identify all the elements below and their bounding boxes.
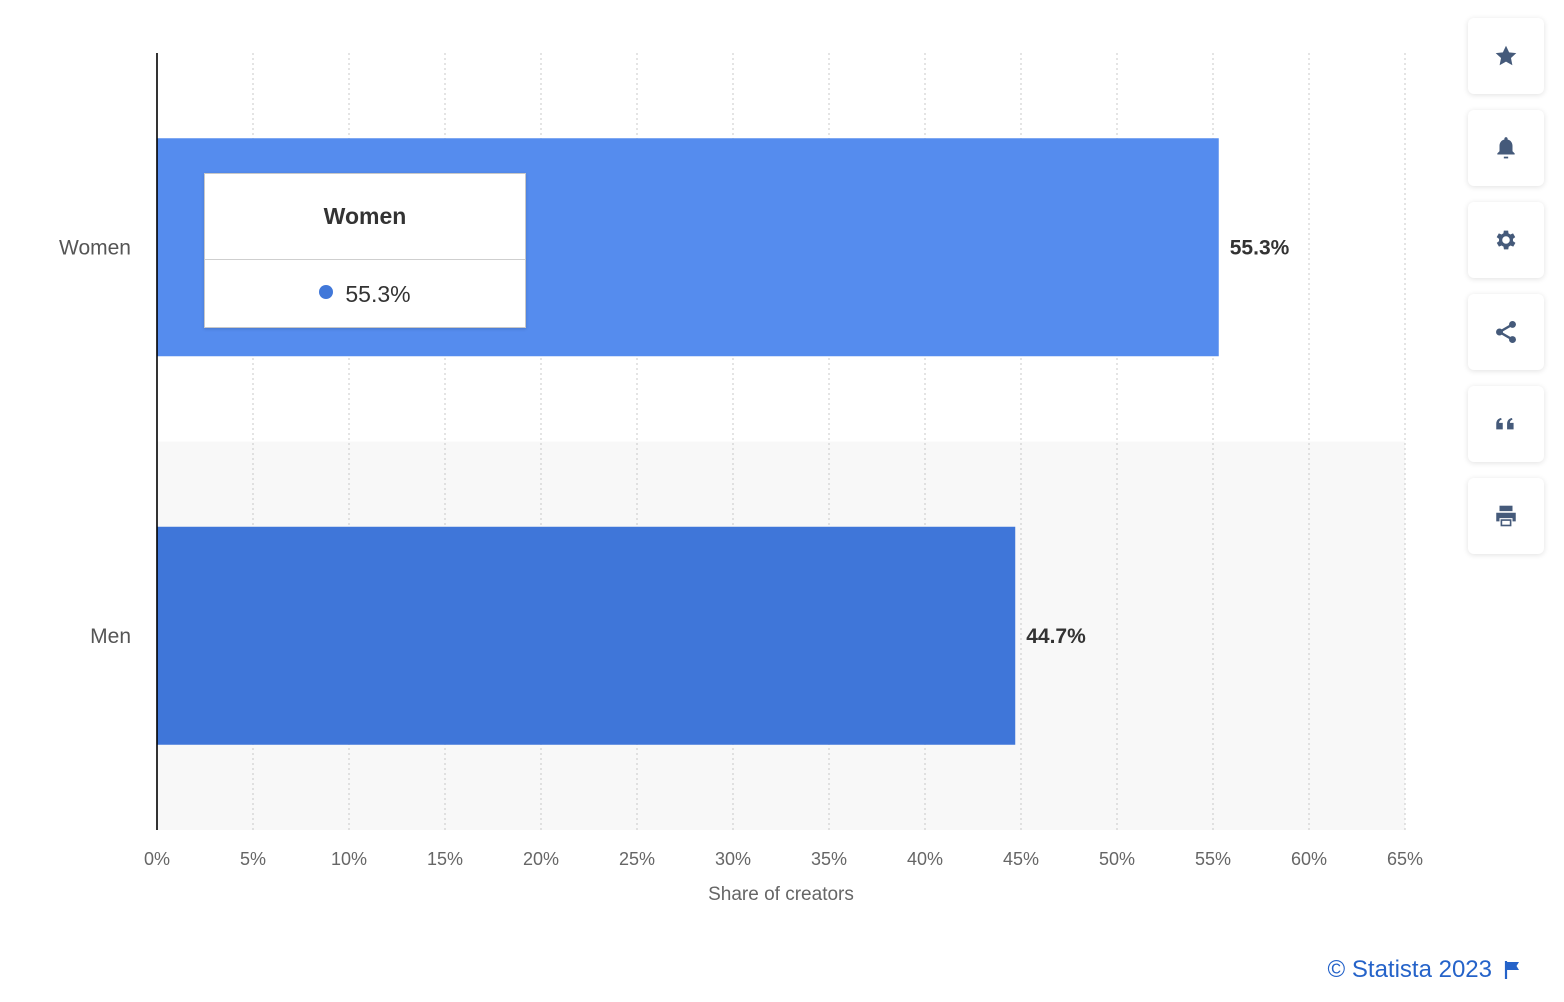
data-label: 44.7% (1026, 625, 1086, 648)
x-tick-label: 10% (331, 849, 367, 869)
notification-button[interactable] (1468, 110, 1544, 186)
x-tick-label: 40% (907, 849, 943, 869)
footer-credit[interactable]: © Statista 2023 (1328, 956, 1522, 984)
x-tick-label: 35% (811, 849, 847, 869)
settings-button[interactable] (1468, 202, 1544, 278)
x-tick-label: 20% (523, 849, 559, 869)
x-tick-label: 50% (1099, 849, 1135, 869)
category-label: Women (59, 236, 131, 259)
category-label: Men (90, 625, 131, 648)
cite-button[interactable] (1468, 386, 1544, 462)
x-tick-label: 30% (715, 849, 751, 869)
quote-icon (1496, 418, 1514, 430)
print-button[interactable] (1468, 478, 1544, 554)
flag-icon[interactable] (1504, 960, 1522, 980)
tooltip-value: 55.3% (345, 280, 411, 307)
x-tick-label: 65% (1387, 849, 1423, 869)
bar-chart: 0% 5% 10% 15% 20% 25% 30% 35% 40% 45% 50% 55% 60% 65%… (59, 53, 1423, 905)
x-tick-label: 5% (240, 849, 266, 869)
chart-area: 0% 5% 10% 15% 20% 25% 30% 35% 40% 45% 50% 55% 60% 65%… (59, 53, 1423, 905)
bar-men (157, 526, 1016, 745)
share-button[interactable] (1468, 294, 1544, 370)
x-tick-label: 60% (1291, 849, 1327, 869)
x-tick-label: 0% (144, 849, 170, 869)
favorite-button[interactable] (1468, 18, 1544, 94)
data-label: 55.3% (1230, 236, 1290, 259)
print-icon (1496, 505, 1516, 527)
series-dot-icon (319, 285, 334, 299)
tools-sidebar (1468, 18, 1544, 570)
tooltip-row: 55.3% (205, 260, 525, 328)
x-tick-label: 15% (427, 849, 463, 869)
tooltip-title: Women (205, 174, 525, 260)
x-tick-label: 45% (1003, 849, 1039, 869)
copyright-text[interactable]: © Statista 2023 (1327, 956, 1492, 983)
chart-tooltip: Women 55.3% (204, 173, 526, 328)
x-tick-label: 25% (619, 849, 655, 869)
x-tick-label: 55% (1195, 849, 1231, 869)
x-axis-title: Share of creators (708, 884, 854, 905)
star-icon (1495, 45, 1517, 66)
bell-icon (1497, 137, 1515, 159)
gear-icon (1496, 230, 1516, 250)
share-icon (1496, 320, 1516, 344)
